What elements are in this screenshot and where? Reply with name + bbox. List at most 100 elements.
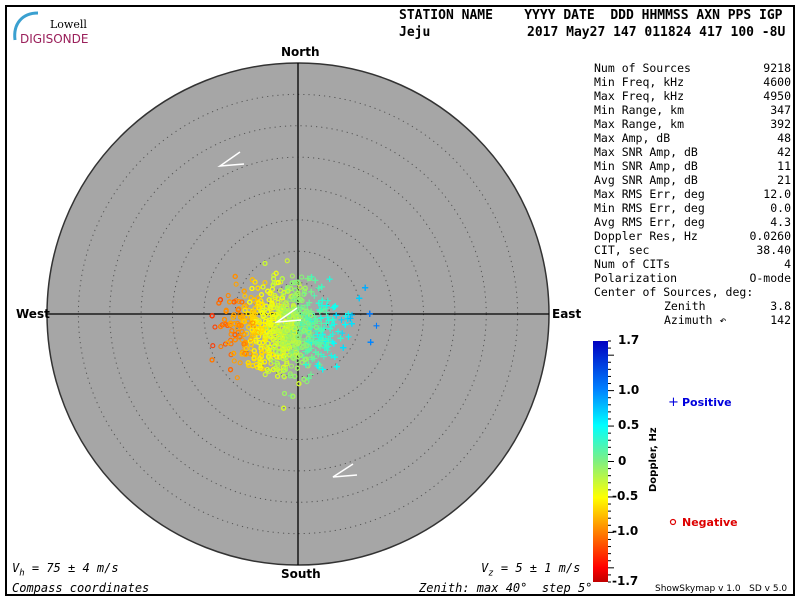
positive-source-point: [362, 284, 369, 291]
negative-source-point: [245, 311, 251, 317]
negative-source-point: [239, 329, 245, 335]
negative-source-point: [290, 393, 296, 399]
negative-source-point: [228, 337, 234, 343]
stat-label: Max SNR Amp, dB: [594, 145, 698, 159]
negative-source-point: [268, 322, 274, 328]
negative-source-point: [251, 297, 257, 303]
negative-source-point: [273, 348, 279, 354]
negative-source-point: [290, 355, 296, 361]
negative-source-point: [243, 351, 249, 357]
positive-source-point: [312, 327, 319, 334]
negative-source-point: [250, 313, 256, 319]
positive-source-point: [342, 321, 349, 328]
positive-source-point: [308, 288, 315, 295]
negative-source-point: [281, 390, 288, 397]
negative-source-point: [241, 288, 247, 294]
positive-marker-icon: +: [668, 395, 679, 410]
center-zenith: Zenith 3.8: [594, 299, 791, 313]
negative-source-point: [294, 312, 300, 318]
positive-source-point: [322, 305, 329, 312]
vertical-velocity: Vz = 5 ± 1 m/s: [481, 561, 581, 579]
positive-source-point: [295, 304, 302, 311]
negative-source-point: [253, 337, 259, 343]
negative-source-point: [237, 314, 244, 320]
stat-value: 12.0: [763, 187, 791, 201]
negative-source-point: [241, 341, 247, 347]
stat-row: Avg RMS Err, deg 4.3: [594, 215, 791, 229]
positive-source-point: [337, 335, 344, 342]
negative-source-point: [231, 312, 237, 318]
positive-source-point: [311, 292, 318, 299]
positive-source-point: [305, 361, 312, 368]
stat-value: 4950: [763, 89, 791, 103]
negative-source-point: [301, 291, 307, 297]
positive-source-point: [333, 312, 340, 319]
negative-source-point: [242, 350, 248, 357]
negative-source-point: [279, 276, 285, 282]
colorbar: [593, 341, 608, 582]
negative-source-point: [230, 314, 236, 320]
stat-label: Max Freq, kHz: [594, 89, 685, 103]
positive-source-point: [373, 322, 380, 329]
label-south: South: [281, 567, 321, 581]
positive-source-point: [329, 316, 336, 323]
positive-source-point: [298, 311, 305, 318]
negative-source-point: [225, 293, 231, 299]
negative-source-point: [246, 362, 252, 368]
negative-source-point: [280, 297, 286, 303]
positive-source-point: [318, 326, 325, 333]
negative-source-point: [295, 335, 302, 341]
negative-source-point: [294, 365, 300, 371]
positive-source-point: [314, 362, 321, 369]
negative-source-point: [232, 332, 238, 338]
positive-source-point: [366, 310, 373, 317]
negative-source-point: [303, 356, 309, 362]
positive-source-point: [345, 333, 352, 340]
negative-source-point: [301, 327, 307, 333]
negative-source-point: [239, 337, 245, 343]
positive-source-point: [347, 315, 354, 322]
negative-source-point: [245, 360, 251, 366]
negative-source-point: [248, 336, 254, 342]
stat-label: Max RMS Err, deg: [594, 187, 705, 201]
negative-source-point: [289, 280, 295, 286]
stat-value: 4: [784, 257, 791, 271]
positive-source-point: [330, 304, 337, 311]
azimuth-label: Azimuth ↶: [664, 313, 727, 327]
negative-source-point: [266, 297, 272, 303]
negative-source-point: [257, 357, 263, 363]
negative-source-point: [236, 322, 242, 328]
negative-source-point: [232, 337, 238, 343]
negative-source-point: [299, 359, 305, 365]
negative-source-point: [267, 290, 273, 296]
stat-row: Max Freq, kHz 4950: [594, 89, 791, 103]
label-west: West: [16, 307, 50, 321]
stat-value: 4600: [763, 75, 791, 89]
stat-row: Num of Sources 9218: [594, 61, 791, 75]
negative-source-point: [294, 324, 300, 330]
positive-source-point: [298, 330, 305, 337]
negative-source-point: [285, 343, 291, 349]
zenith-label: Zenith: [664, 299, 706, 313]
stat-row: Max Amp, dB 48: [594, 131, 791, 145]
negative-source-point: [284, 361, 290, 367]
negative-source-point: [287, 371, 293, 377]
positive-source-point: [305, 336, 312, 343]
stat-row: Min RMS Err, deg 0.0: [594, 201, 791, 215]
negative-source-point: [280, 340, 286, 346]
plot-frame: [5, 5, 795, 596]
colorbar-tick-label: 1.0: [618, 382, 640, 397]
stat-label: Avg SNR Amp, dB: [594, 173, 698, 187]
stat-label: Num of CITs: [594, 257, 671, 271]
negative-source-point: [247, 338, 253, 344]
negative-source-point: [228, 352, 234, 358]
negative-source-point: [210, 343, 216, 349]
zenith-value: 3.8: [770, 299, 791, 313]
colorbar-tick-label: 0: [618, 453, 627, 468]
positive-source-point: [319, 337, 326, 344]
negative-source-point: [272, 295, 278, 301]
negative-source-point: [282, 367, 288, 373]
negative-source-point: [281, 353, 287, 359]
negative-source-point: [263, 303, 269, 309]
positive-source-point: [326, 276, 333, 283]
